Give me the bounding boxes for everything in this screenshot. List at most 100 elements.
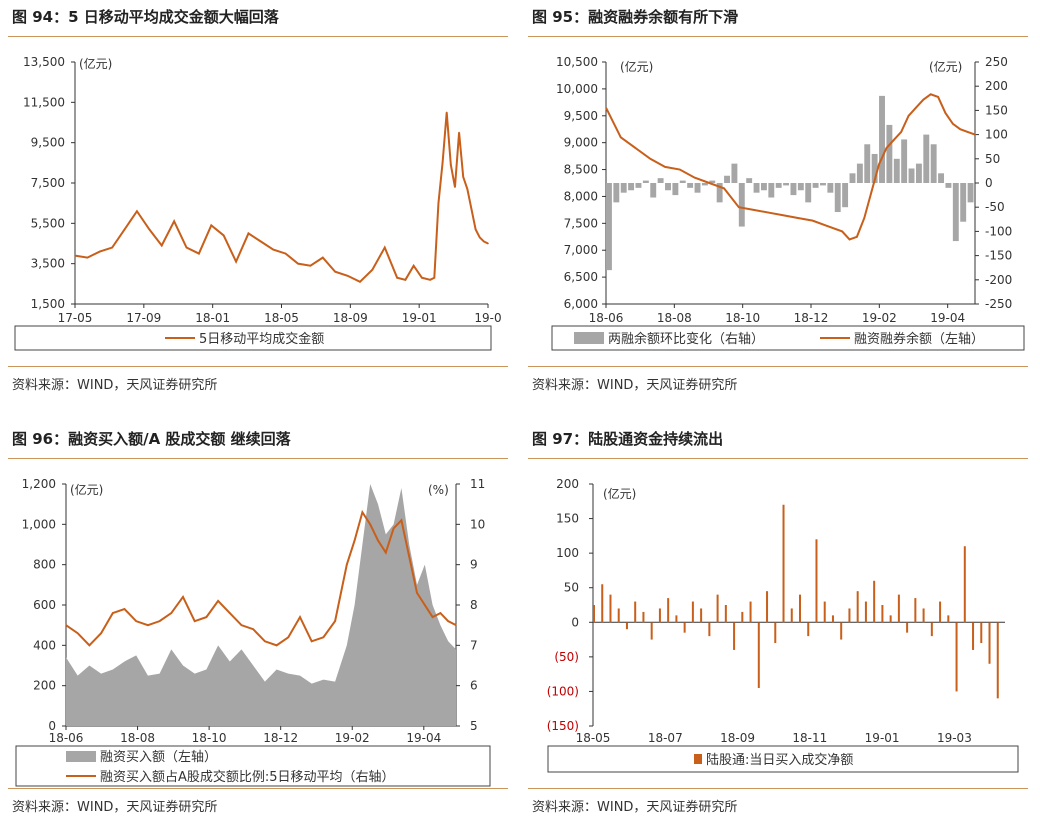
data-point <box>361 511 364 514</box>
data-point <box>182 596 184 598</box>
source-note: 资料来源：WIND，天风证券研究所 <box>532 800 738 815</box>
change-bar <box>760 183 767 191</box>
change-bar <box>620 183 627 193</box>
data-point <box>487 242 489 245</box>
flow-bar <box>774 622 777 644</box>
data-point <box>309 264 312 267</box>
data-point <box>217 600 219 602</box>
data-point <box>272 248 275 251</box>
flow-bar <box>708 622 711 637</box>
change-bar <box>901 139 908 183</box>
legend-label: 两融余额环比变化（右轴） <box>608 331 764 347</box>
change-bar <box>827 183 834 193</box>
data-point <box>396 276 398 279</box>
unit-label: (亿元) <box>79 56 112 71</box>
data-point <box>371 268 374 271</box>
change-bar <box>635 183 642 188</box>
flow-bar <box>831 615 834 623</box>
data-point <box>470 208 473 211</box>
x-tick-label: 18-12 <box>794 311 829 325</box>
change-bar <box>952 183 959 242</box>
data-point <box>424 604 426 606</box>
change-bar <box>856 163 863 183</box>
data-point <box>870 190 873 192</box>
data-point <box>974 133 976 136</box>
y-tick-label-left: 7,000 <box>564 243 598 257</box>
flow-bar <box>873 580 876 623</box>
y-tick-label-right: -100 <box>985 224 1012 238</box>
source-note: 资料来源：WIND，天风证券研究所 <box>12 378 218 393</box>
change-bar <box>738 183 745 227</box>
data-point <box>811 219 814 222</box>
x-tick-label: 19-02 <box>862 311 897 325</box>
x-tick-label: 19-04 <box>930 311 965 325</box>
footer-rule <box>528 788 1028 789</box>
legend-label: 融资买入额占A股成交额比例:5日移动平均（右轴） <box>100 769 395 785</box>
x-tick-label: 19-02 <box>335 731 370 745</box>
unit-label: (亿元) <box>603 486 636 501</box>
panel-title: 图 96：融资买入额/A 股成交额 继续回落 <box>12 430 291 448</box>
y-tick-label-left: 0 <box>48 719 56 733</box>
change-bar <box>746 178 753 183</box>
change-bar <box>606 183 612 271</box>
data-point <box>826 225 829 227</box>
flow-bar <box>733 622 736 650</box>
data-point <box>863 217 866 219</box>
y-tick-label-right: -200 <box>985 273 1012 287</box>
northbound-flow-chart: 200 150 100 50 0 (50) (100) (150) (亿元) 18-05 18-07… <box>547 477 1019 773</box>
y-tick-label-right: 8 <box>470 598 478 612</box>
change-bar <box>731 163 738 183</box>
data-point <box>966 131 969 133</box>
data-point <box>848 238 851 241</box>
y-tick-label-right: 11 <box>470 477 485 491</box>
flow-bar <box>807 622 810 637</box>
change-bar <box>613 183 620 203</box>
data-point <box>708 182 711 184</box>
data-point <box>738 206 740 208</box>
change-bar <box>915 163 922 183</box>
flow-bar <box>691 601 694 623</box>
x-tick-label: 19-04 <box>406 731 441 745</box>
margin-buy-ratio-chart: 1,200 1,000 800 600 400 200 0 11 10 9 8 7 6 5 (亿元) (%) 1… <box>15 477 491 787</box>
data-point <box>416 592 418 594</box>
data-point <box>111 246 113 249</box>
flow-bar <box>897 594 900 623</box>
y-tick-label: 5,500 <box>31 216 65 230</box>
flow-bar <box>864 601 867 623</box>
data-point <box>605 106 607 109</box>
data-point <box>222 234 225 237</box>
data-point <box>433 276 436 279</box>
data-point <box>437 202 440 204</box>
data-point <box>752 209 755 211</box>
source-note: 资料来源：WIND，天风证券研究所 <box>532 378 738 393</box>
data-point <box>693 176 696 179</box>
flow-bar <box>683 622 686 633</box>
flow-bar <box>922 608 925 623</box>
x-tick-label: 18-06 <box>589 311 624 325</box>
change-bar <box>687 183 694 188</box>
y-tick-label-right: 7 <box>470 638 478 652</box>
data-point <box>353 539 356 542</box>
y-tick-label-right: -150 <box>985 249 1012 263</box>
x-tick-label: 18-05 <box>576 731 611 745</box>
y-tick-label-left: 7,500 <box>564 216 598 230</box>
x-tick-label: 18-08 <box>657 311 692 325</box>
y-tick-label: 13,500 <box>23 55 65 69</box>
data-point <box>135 620 137 622</box>
change-bar <box>724 175 730 183</box>
flow-bar <box>881 605 884 623</box>
data-point <box>86 256 89 259</box>
legend-box <box>547 745 1019 773</box>
y-tick-label-left: 8,500 <box>564 163 598 177</box>
y-tick-label-right: 150 <box>985 103 1008 117</box>
data-point <box>649 158 652 160</box>
y-tick-label-left: 10,500 <box>556 55 598 69</box>
y-tick-label: (150) <box>547 719 579 733</box>
x-tick-label: 19-01 <box>865 731 900 745</box>
change-bar <box>642 180 649 183</box>
panel-title: 图 97：陆股通资金持续流出 <box>532 430 724 448</box>
data-point <box>841 230 843 233</box>
change-bar <box>908 168 915 183</box>
data-point <box>634 147 637 149</box>
data-point <box>404 279 407 281</box>
